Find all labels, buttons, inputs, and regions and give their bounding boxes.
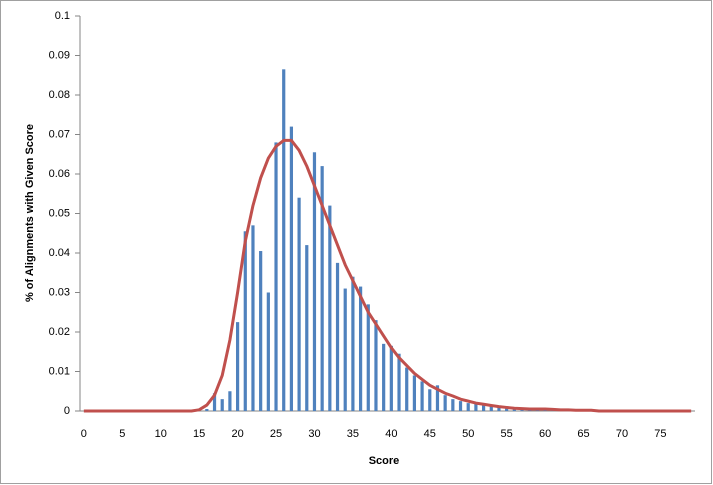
bar — [305, 245, 309, 411]
x-axis-title: Score — [369, 455, 400, 467]
bar — [243, 231, 247, 411]
bar — [266, 292, 270, 411]
bar — [220, 399, 224, 411]
bar — [481, 405, 486, 411]
x-tick-label: 30 — [308, 428, 320, 440]
bar — [228, 391, 232, 411]
bar — [389, 345, 393, 411]
bar — [289, 126, 294, 411]
bar — [205, 409, 209, 411]
bar — [412, 375, 417, 411]
x-tick-label: 40 — [385, 428, 397, 440]
bar — [405, 367, 409, 411]
x-tick-label: 70 — [616, 428, 628, 440]
x-tick-label: 50 — [462, 428, 474, 440]
y-tick-label: 0.01 — [49, 365, 70, 377]
bar — [435, 385, 440, 411]
bar — [451, 399, 455, 411]
bar — [251, 225, 255, 411]
y-tick-label: 0.02 — [49, 326, 70, 338]
fit-line — [83, 138, 692, 413]
bar — [382, 343, 386, 411]
bar — [505, 407, 509, 411]
bar — [274, 142, 278, 411]
bar — [297, 197, 301, 411]
bar — [374, 320, 378, 411]
bar — [320, 166, 324, 411]
x-tick-label: 75 — [654, 428, 666, 440]
y-tick-label: 0.03 — [49, 286, 70, 298]
bar — [328, 205, 332, 411]
y-tick-label: 0.08 — [49, 89, 70, 101]
bar — [443, 395, 447, 411]
x-tick-label: 35 — [347, 428, 359, 440]
x-tick-label: 65 — [577, 428, 589, 440]
y-tick-label: 0.09 — [49, 49, 70, 61]
y-tick-label: 0.07 — [49, 128, 70, 140]
x-tick-label: 5 — [119, 428, 125, 440]
bar — [335, 262, 340, 411]
x-tick-label: 0 — [81, 428, 87, 440]
bar — [259, 251, 263, 411]
bar — [497, 407, 501, 411]
bar — [312, 152, 317, 411]
x-tick-label: 20 — [231, 428, 243, 440]
bar — [366, 304, 370, 411]
bar — [489, 405, 493, 411]
x-tick-label: 60 — [539, 428, 551, 440]
y-tick-label: 0.06 — [49, 168, 70, 180]
bar — [282, 69, 286, 411]
x-tick-label: 45 — [424, 428, 436, 440]
y-tick-label: 0.1 — [55, 10, 70, 22]
y-tick-label: 0.04 — [49, 247, 70, 259]
bar — [466, 403, 470, 411]
bar — [458, 401, 463, 411]
y-tick-label: 0 — [64, 405, 70, 417]
bar — [420, 381, 424, 411]
bar — [358, 286, 363, 411]
bar — [474, 403, 478, 411]
x-tick-label: 25 — [270, 428, 282, 440]
bar — [343, 288, 347, 411]
x-tick-label: 55 — [501, 428, 513, 440]
x-tick-label: 10 — [155, 428, 167, 440]
y-axis-title: % of Alignments with Given Score — [24, 124, 36, 302]
y-tick-label: 0.05 — [49, 207, 70, 219]
bar — [212, 393, 217, 411]
bar — [351, 276, 355, 411]
bar — [235, 322, 240, 411]
x-tick-label: 15 — [193, 428, 205, 440]
bar — [397, 353, 401, 411]
bar — [428, 389, 432, 411]
